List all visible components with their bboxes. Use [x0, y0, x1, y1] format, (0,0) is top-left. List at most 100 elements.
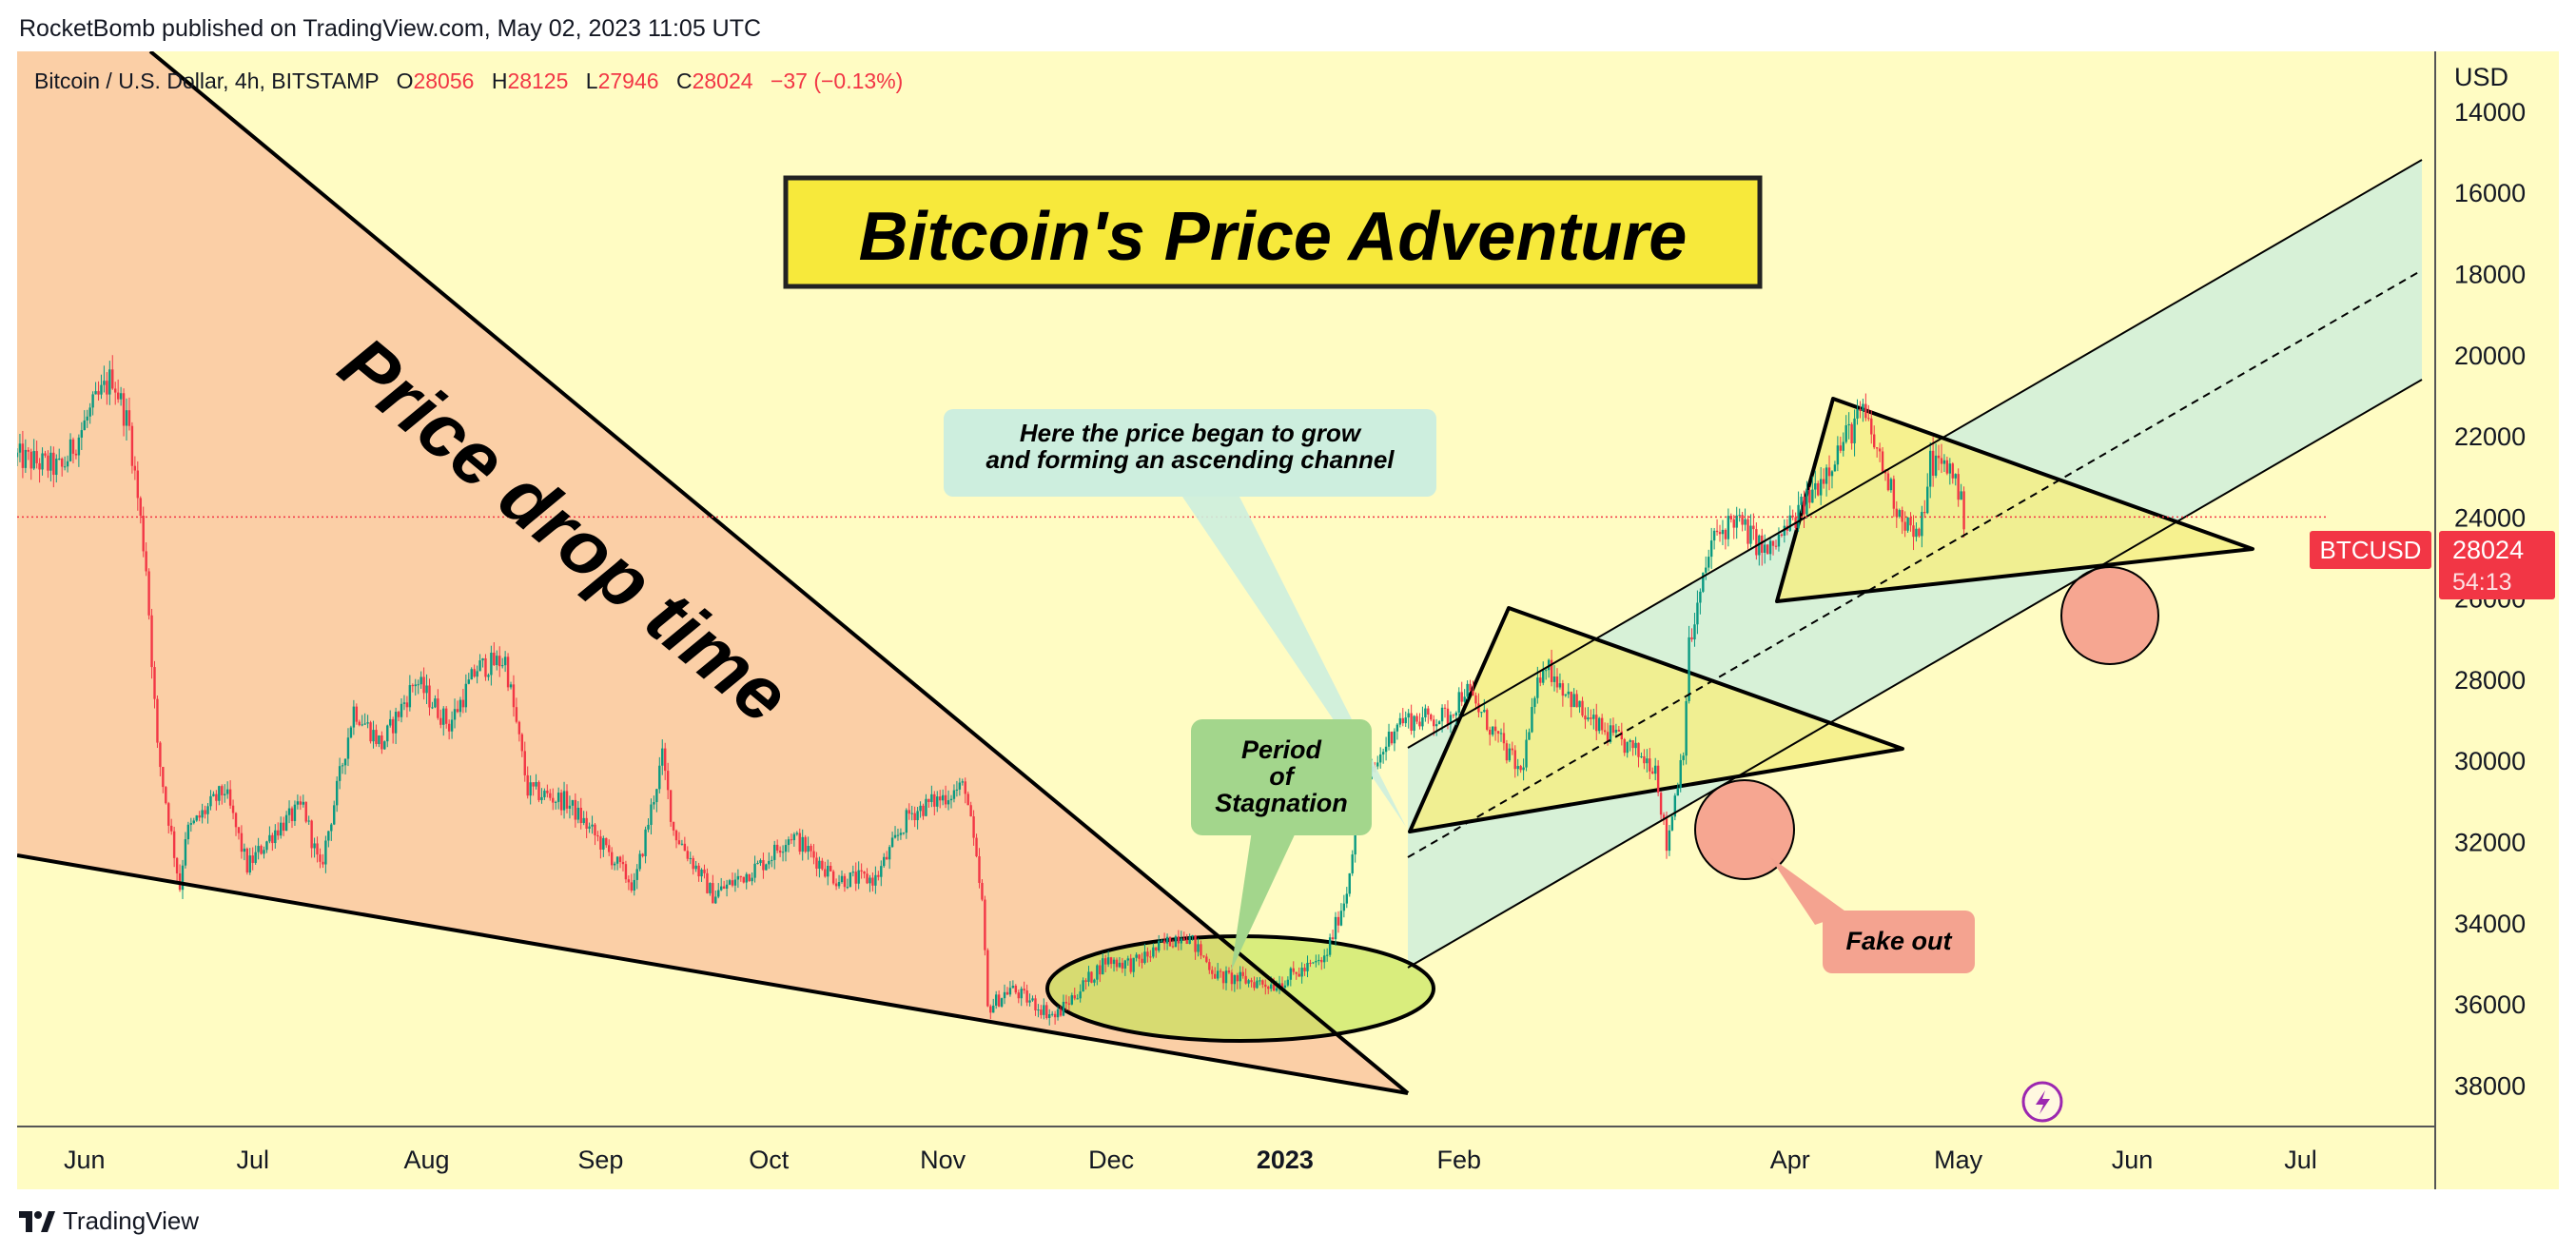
candle-body	[1433, 719, 1435, 727]
candle-body	[1942, 460, 1946, 464]
candle-body	[1084, 980, 1087, 982]
candle-body	[936, 796, 939, 807]
candle-body	[1572, 694, 1575, 708]
candle-body	[224, 794, 226, 795]
candle-body	[582, 817, 585, 824]
tradingview-logo-icon	[19, 1210, 55, 1232]
candle-body	[1023, 989, 1025, 991]
candle-body	[1102, 958, 1104, 975]
candle-body	[1045, 1005, 1048, 1019]
candle-body	[461, 699, 465, 708]
candle-body	[1121, 962, 1124, 969]
candle-body	[139, 498, 142, 517]
candle-body	[1003, 991, 1006, 999]
candle-body	[1646, 758, 1649, 764]
candle-body	[316, 843, 319, 855]
candle-body	[958, 782, 962, 790]
candle-body	[1171, 946, 1175, 948]
candle-body	[1489, 729, 1492, 735]
candle-body	[1755, 529, 1758, 556]
candle-body	[1702, 572, 1705, 592]
candle-body	[186, 824, 190, 840]
chart[interactable]: Bitcoin / U.S. Dollar, 4h, BITSTAMP O280…	[17, 51, 2559, 1189]
candle-body	[1048, 1014, 1051, 1019]
candle-body	[1928, 450, 1932, 487]
candle-body	[621, 861, 625, 865]
candle-body	[225, 789, 229, 794]
candle-body	[228, 789, 232, 806]
candle-body	[946, 800, 950, 805]
candle-body	[1800, 497, 1803, 505]
candle-body	[1539, 677, 1542, 683]
candle-body	[1082, 980, 1084, 992]
price-tick-label: 14000	[2454, 98, 2526, 127]
candle-body	[473, 669, 476, 677]
candle-body	[674, 830, 678, 841]
channel-lower-line	[1407, 379, 2423, 969]
candle-body	[1513, 750, 1516, 770]
candle-body	[189, 823, 193, 825]
candle-body	[658, 765, 661, 790]
tradingview-brand[interactable]: TradingView	[19, 1206, 199, 1236]
candle-body	[868, 877, 871, 884]
legend-high-label: H	[492, 69, 508, 93]
time-scale-pane	[17, 1127, 2435, 1189]
candle-body	[1415, 715, 1418, 722]
candle-body	[1486, 710, 1489, 730]
candle-body	[1342, 903, 1346, 911]
candle-body	[1688, 637, 1690, 701]
candle-body	[1115, 959, 1119, 968]
candle-body	[1298, 973, 1300, 977]
candle-body	[1547, 659, 1551, 671]
candle-body	[613, 863, 616, 866]
candle-body	[1653, 765, 1657, 774]
candle-body	[849, 872, 852, 888]
time-tick-label: Oct	[749, 1146, 790, 1174]
candle-body	[1043, 1005, 1045, 1015]
candle-body	[1519, 766, 1522, 771]
candle-body	[594, 824, 596, 835]
candle-body	[1853, 418, 1856, 443]
candle-body	[1079, 991, 1082, 999]
candle-body	[1839, 445, 1843, 451]
candle-body	[1883, 471, 1887, 474]
candle-body	[32, 451, 35, 469]
legend-low-value: 27946	[598, 69, 659, 93]
candle-body	[863, 871, 866, 874]
candle-body	[420, 676, 422, 685]
wedge-lower-line	[17, 853, 1409, 1095]
candle-body	[919, 805, 922, 812]
candle-body	[450, 719, 454, 732]
candle-body	[330, 824, 333, 832]
candle-body	[650, 804, 653, 825]
candle-body	[1381, 752, 1385, 754]
stagnation-line1: Period	[1241, 735, 1322, 764]
candle-body	[83, 420, 86, 431]
ticker-badge	[2310, 531, 2431, 569]
candle-body	[618, 856, 622, 862]
price-tick-label: 32000	[2454, 829, 2526, 857]
candle-body	[925, 798, 927, 816]
candle-body	[966, 794, 969, 806]
candle-body	[490, 652, 493, 676]
candle-body	[304, 801, 307, 822]
lightning-icon[interactable]	[2021, 1081, 2063, 1123]
candle-body	[394, 712, 398, 734]
candle-body	[1188, 936, 1191, 944]
candle-body	[1118, 962, 1122, 968]
candle-body	[1542, 670, 1545, 683]
candle-body	[753, 863, 756, 878]
candle-body	[60, 459, 64, 467]
candle-body	[1205, 956, 1208, 963]
candle-body	[310, 820, 313, 849]
candle-body	[1682, 755, 1685, 760]
candle-body	[1337, 916, 1340, 926]
candle-body	[837, 882, 841, 887]
candle-body	[268, 834, 271, 842]
candle-body	[1561, 683, 1565, 696]
candle-body	[284, 814, 288, 832]
candle-body	[434, 698, 437, 708]
candle-body	[1522, 767, 1525, 771]
candle-body	[978, 856, 981, 883]
candle-body	[1780, 534, 1784, 537]
